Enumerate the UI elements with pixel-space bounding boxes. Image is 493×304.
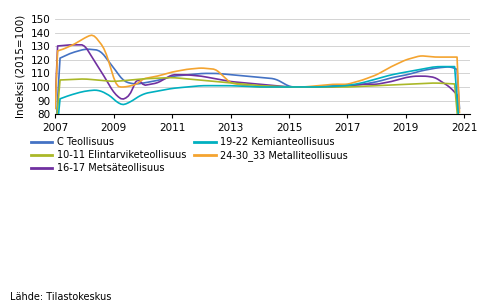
24-30_33 Metalliteollisuus	[198, 66, 204, 70]
24-30_33 Metalliteollisuus	[108, 68, 114, 71]
16-17 Metsäteollisuus	[257, 82, 263, 86]
16-17 Metsäteollisuus	[320, 85, 326, 89]
Line: C Teollisuus: C Teollisuus	[55, 49, 459, 141]
19-22 Kemianteollisuus	[259, 85, 265, 89]
10-11 Elintarviketeollisuus	[257, 84, 263, 88]
C Teollisuus	[110, 66, 116, 70]
16-17 Metsäteollisuus	[262, 83, 268, 87]
19-22 Kemianteollisuus	[457, 127, 462, 131]
Text: Lähde: Tilastokeskus: Lähde: Tilastokeskus	[10, 292, 111, 302]
C Teollisuus	[457, 106, 462, 110]
C Teollisuus	[262, 76, 268, 80]
10-11 Elintarviketeollisuus	[262, 84, 268, 88]
C Teollisuus	[84, 47, 90, 51]
24-30_33 Metalliteollisuus	[52, 107, 58, 110]
19-22 Kemianteollisuus	[108, 95, 114, 99]
16-17 Metsäteollisuus	[108, 86, 114, 90]
24-30_33 Metalliteollisuus	[320, 83, 326, 87]
Line: 16-17 Metsäteollisuus: 16-17 Metsäteollisuus	[55, 45, 459, 138]
Legend: C Teollisuus, 10-11 Elintarviketeollisuus, 16-17 Metsäteollisuus, 19-22 Kemiante: C Teollisuus, 10-11 Elintarviketeollisuu…	[27, 133, 352, 177]
10-11 Elintarviketeollisuus	[167, 76, 173, 79]
Y-axis label: Indeksi (2015=100): Indeksi (2015=100)	[15, 15, 25, 118]
19-22 Kemianteollisuus	[317, 85, 323, 89]
10-11 Elintarviketeollisuus	[52, 136, 58, 139]
C Teollisuus	[52, 139, 58, 143]
24-30_33 Metalliteollisuus	[257, 85, 263, 89]
24-30_33 Metalliteollisuus	[262, 85, 268, 89]
10-11 Elintarviketeollisuus	[457, 138, 462, 141]
19-22 Kemianteollisuus	[106, 93, 112, 97]
C Teollisuus	[320, 85, 326, 88]
19-22 Kemianteollisuus	[254, 85, 260, 89]
24-30_33 Metalliteollisuus	[89, 33, 95, 37]
10-11 Elintarviketeollisuus	[108, 79, 114, 83]
16-17 Metsäteollisuus	[457, 136, 462, 140]
19-22 Kemianteollisuus	[196, 84, 202, 88]
Line: 19-22 Kemianteollisuus: 19-22 Kemianteollisuus	[55, 67, 459, 149]
16-17 Metsäteollisuus	[69, 43, 75, 47]
19-22 Kemianteollisuus	[52, 147, 58, 151]
16-17 Metsäteollisuus	[110, 90, 116, 94]
10-11 Elintarviketeollisuus	[106, 79, 112, 83]
Line: 24-30_33 Metalliteollisuus: 24-30_33 Metalliteollisuus	[55, 35, 459, 112]
C Teollisuus	[257, 76, 263, 79]
Line: 10-11 Elintarviketeollisuus: 10-11 Elintarviketeollisuus	[55, 78, 459, 140]
16-17 Metsäteollisuus	[52, 103, 58, 107]
10-11 Elintarviketeollisuus	[320, 85, 326, 89]
10-11 Elintarviketeollisuus	[198, 78, 204, 82]
24-30_33 Metalliteollisuus	[110, 76, 116, 79]
C Teollisuus	[108, 63, 114, 66]
24-30_33 Metalliteollisuus	[457, 111, 462, 114]
19-22 Kemianteollisuus	[437, 65, 443, 68]
16-17 Metsäteollisuus	[198, 74, 204, 78]
C Teollisuus	[198, 72, 204, 75]
